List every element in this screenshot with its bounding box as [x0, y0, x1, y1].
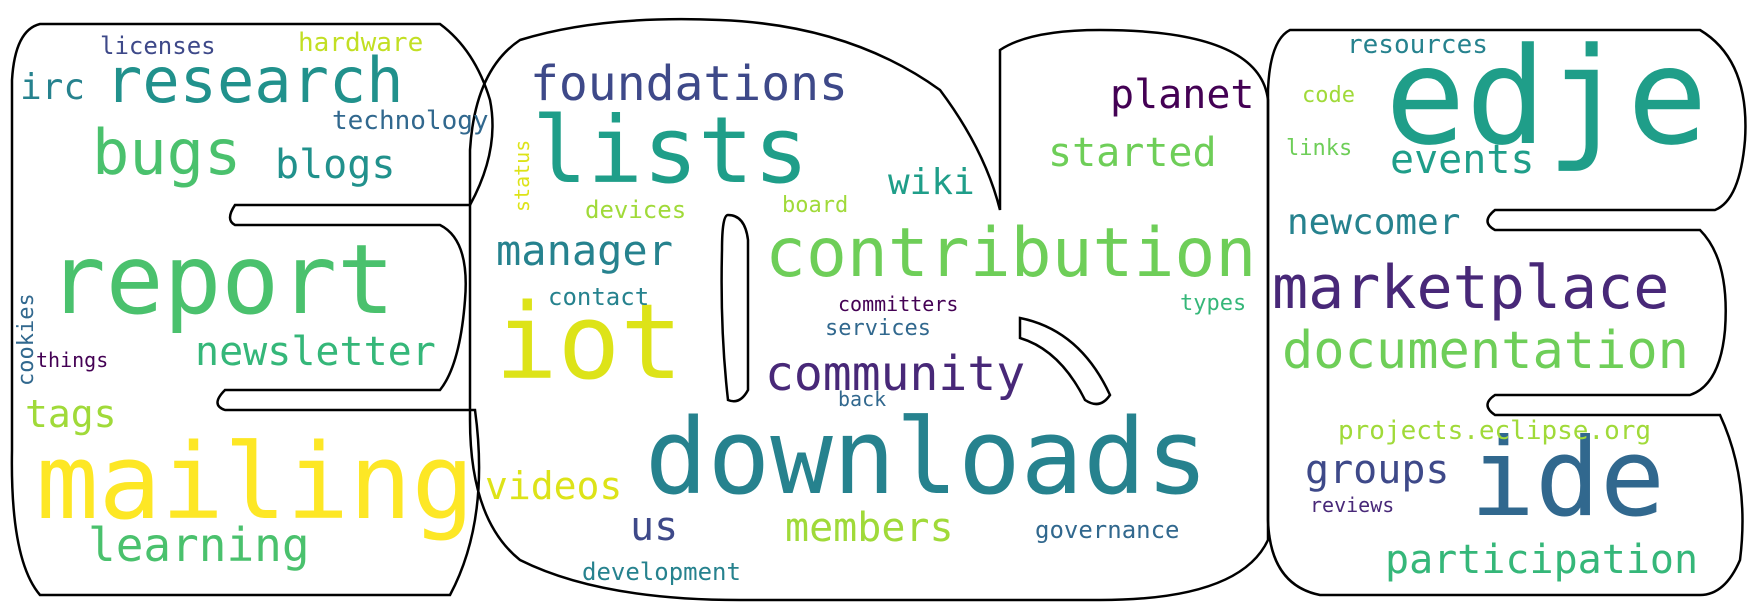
word-manager: manager — [496, 226, 674, 275]
word-members: members — [785, 505, 954, 551]
word-contact: contact — [548, 283, 650, 311]
word-licenses: licenses — [100, 32, 216, 60]
word-devices: devices — [585, 196, 687, 224]
word-us: us — [630, 504, 679, 550]
word-documentation: documentation — [1282, 321, 1689, 381]
word-edje: edje — [1385, 19, 1708, 175]
word-status: status — [510, 139, 534, 212]
word-committers: committers — [838, 292, 959, 316]
word-videos: videos — [485, 464, 623, 508]
word-links: links — [1286, 136, 1353, 161]
word-board: board — [782, 193, 849, 218]
word-participation: participation — [1385, 537, 1699, 583]
word-development: development — [582, 558, 741, 586]
word-started: started — [1048, 130, 1217, 176]
word-community: community — [765, 346, 1026, 402]
word-reviews: reviews — [1310, 493, 1395, 517]
word-foundations: foundations — [530, 56, 848, 112]
word-report: report — [48, 224, 395, 336]
word-blogs: blogs — [275, 142, 396, 188]
word-services: services — [825, 316, 931, 341]
letter-d-outline — [468, 17, 1270, 602]
word-things: things — [36, 348, 109, 372]
word-ide: ide — [1470, 416, 1666, 541]
word-events: events — [1390, 137, 1535, 183]
word-hardware: hardware — [298, 28, 424, 58]
letter-e-outline — [10, 22, 494, 597]
word-newcomer: newcomer — [1287, 202, 1461, 243]
word-irc: irc — [20, 67, 86, 108]
letter-d-counter — [720, 213, 750, 403]
word-technology: technology — [332, 106, 489, 136]
word-cookies: cookies — [14, 293, 39, 386]
word-types: types — [1180, 291, 1247, 316]
word-back: back — [838, 387, 887, 411]
letter-d-bowl-inner — [1018, 316, 1112, 406]
word-lists: lists — [532, 97, 809, 204]
word-learning: learning — [88, 518, 310, 572]
word-downloads: downloads — [645, 396, 1209, 518]
word-contribution: contribution — [765, 214, 1257, 293]
word-marketplace: marketplace — [1272, 253, 1670, 323]
word-code: code — [1302, 83, 1355, 108]
word-projects: projects.eclipse.org — [1338, 416, 1652, 446]
word-resources: resources — [1347, 30, 1488, 60]
word-newsletter: newsletter — [195, 329, 436, 375]
word-iot: iot — [495, 281, 683, 403]
word-tags: tags — [25, 392, 117, 436]
word-mailing: mailing — [36, 421, 475, 543]
word-groups: groups — [1305, 447, 1450, 493]
letter-e-right-outline — [1266, 28, 1747, 597]
word-wiki: wiki — [888, 162, 975, 203]
word-planet: planet — [1110, 72, 1255, 118]
word-governance: governance — [1035, 516, 1180, 544]
word-bugs: bugs — [92, 116, 242, 189]
word-research: research — [105, 44, 404, 117]
